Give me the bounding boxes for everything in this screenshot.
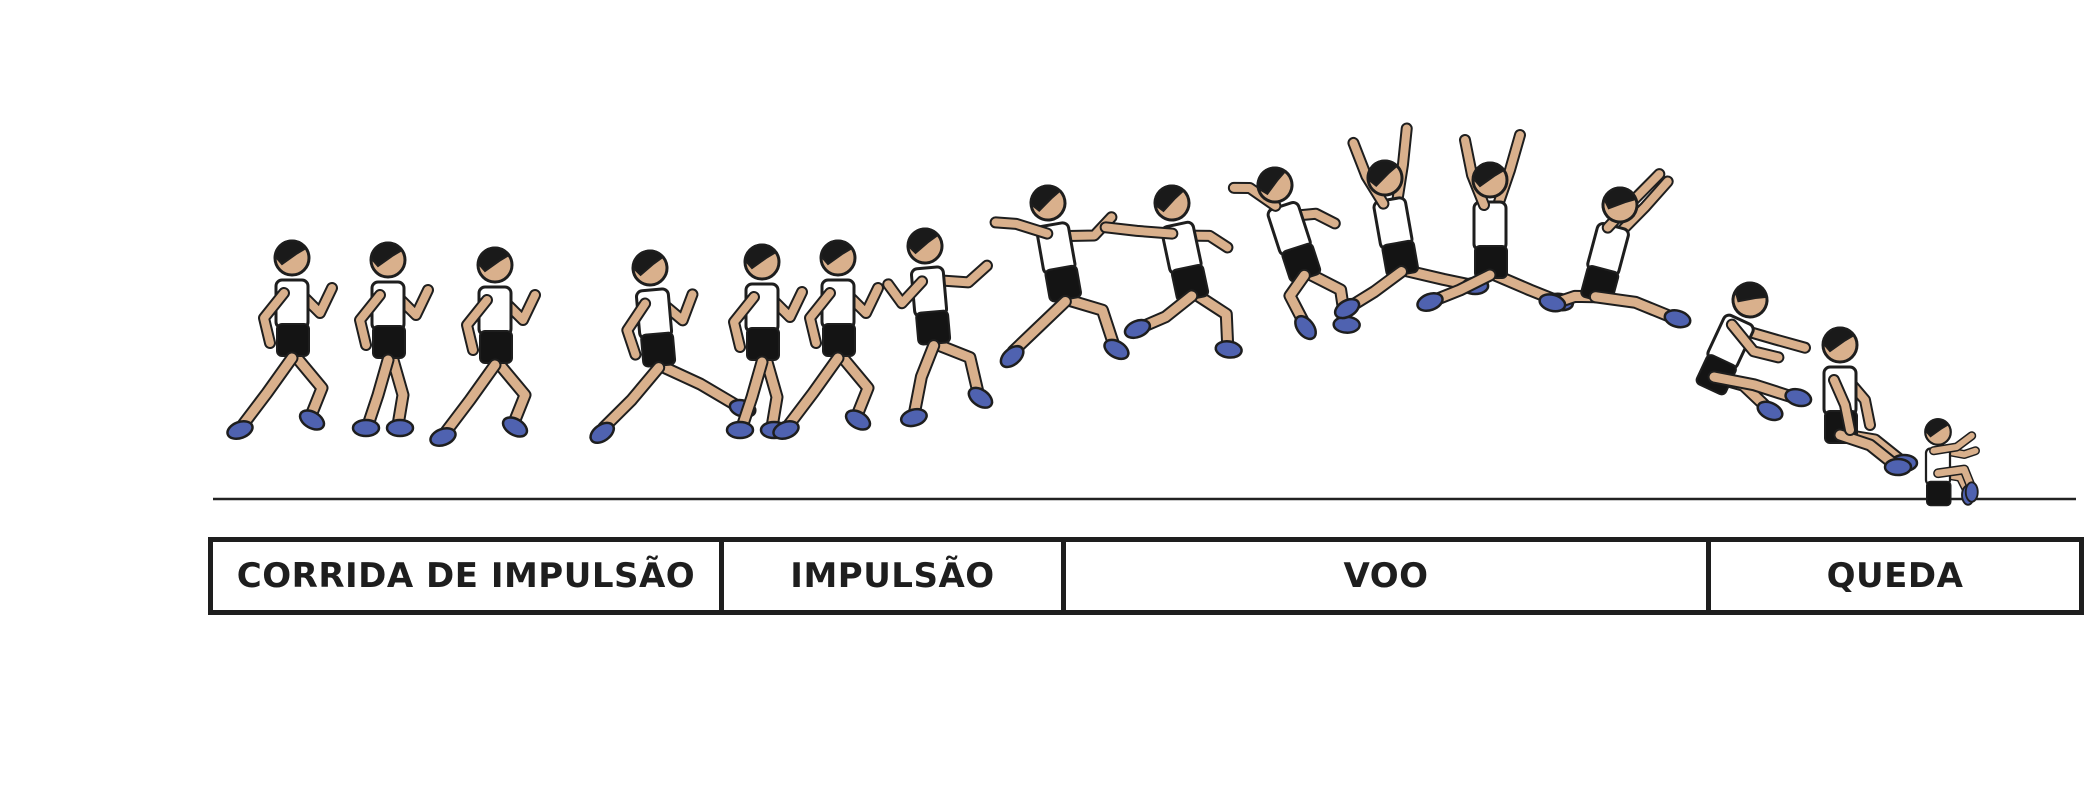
athlete-figure [882,227,994,428]
phase-landing-label: QUEDA [1706,542,2079,610]
athlete-figure [772,239,884,440]
phase-run-up-label: CORRIDA DE IMPULSÃO [236,556,696,596]
athlete-figure [1227,166,1361,341]
athlete-figure [1538,168,1692,329]
phase-takeoff-label: IMPULSÃO [719,542,1061,610]
athlete-figure [1924,418,1980,507]
athlete-figure [429,246,541,447]
athlete-figure [1821,326,1919,477]
phase-bar: CORRIDA DE IMPULSÃO IMPULSÃO VOO QUEDA [208,537,2084,615]
athlete-figure [1695,281,1813,422]
athlete-figure [351,241,434,438]
athlete-figure [226,239,338,440]
athlete-figure [589,249,757,444]
athlete-figures [226,122,1980,507]
athlete-figure [1416,129,1575,312]
athlete-figure [1099,184,1243,359]
athlete-figure [989,184,1130,369]
phase-flight-label: VOO [1061,542,1706,610]
